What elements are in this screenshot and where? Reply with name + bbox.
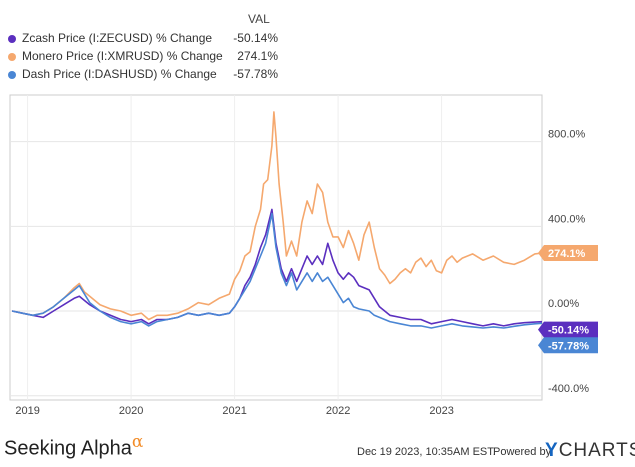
y-tick-label: 800.0% xyxy=(548,129,586,141)
legend-value: -50.14% xyxy=(233,31,278,45)
end-flag-label: -57.78% xyxy=(548,340,589,352)
end-value-flag: -50.14% xyxy=(538,321,598,338)
end-flag-label: 274.1% xyxy=(548,248,586,260)
logo-text: Seeking Alpha xyxy=(4,437,132,460)
end-flag-shape xyxy=(538,321,598,338)
legend-label: Zcash Price (I:ZECUSD) % Change xyxy=(22,31,213,45)
x-tick-label: 2022 xyxy=(326,405,350,417)
series-line-0 xyxy=(11,111,543,321)
ycharts-logo: YCHARTS xyxy=(545,440,635,462)
end-value-flag: 274.1% xyxy=(538,244,598,261)
y-tick-label: 400.0% xyxy=(548,213,586,225)
seeking-alpha-logo: Seeking Alphaα xyxy=(4,432,143,461)
x-tick-label: 2020 xyxy=(119,405,143,417)
alpha-icon: α xyxy=(131,432,144,452)
legend-dot-icon xyxy=(8,35,16,43)
ycharts-text: CHARTS xyxy=(558,440,635,461)
x-tick-label: 2023 xyxy=(429,405,453,417)
y-tick-label: -400.0% xyxy=(548,383,589,395)
series-line-1 xyxy=(11,208,543,327)
end-flag-label: -50.14% xyxy=(548,325,589,337)
x-tick-label: 2019 xyxy=(15,405,39,417)
legend-label: Monero Price (I:XMRUSD) % Change xyxy=(22,49,223,63)
plot-frame xyxy=(9,94,543,401)
legend-value-header: VAL xyxy=(248,12,270,26)
x-tick-label: 2021 xyxy=(222,405,246,417)
end-flag-shape xyxy=(538,244,598,261)
y-tick-label: 0.00% xyxy=(548,298,579,310)
legend-dot-icon xyxy=(8,53,16,61)
legend-item-dash[interactable]: Dash Price (I:DASHUSD) % Change -57.78% xyxy=(8,67,278,83)
legend: VAL Zcash Price (I:ZECUSD) % Change -50.… xyxy=(0,0,300,90)
legend-value: -57.78% xyxy=(233,67,278,81)
legend-item-zcash[interactable]: Zcash Price (I:ZECUSD) % Change -50.14% xyxy=(8,31,278,47)
legend-item-monero[interactable]: Monero Price (I:XMRUSD) % Change 274.1% xyxy=(8,49,278,65)
timestamp: Dec 19 2023, 10:35AM EST. xyxy=(357,446,496,458)
end-flag-shape xyxy=(538,337,598,354)
powered-by-label: Powered by xyxy=(493,446,552,458)
line-chart: 800.0% 400.0% 0.00% -400.0% 2019 2020 2021 2022… xyxy=(9,94,598,417)
legend-value: 274.1% xyxy=(237,49,278,63)
legend-label: Dash Price (I:DASHUSD) % Change xyxy=(22,67,217,81)
end-value-flag: -57.78% xyxy=(538,337,598,354)
legend-dot-icon xyxy=(8,71,16,79)
ycharts-y-icon: Y xyxy=(545,440,559,461)
series-line-2 xyxy=(11,212,543,329)
